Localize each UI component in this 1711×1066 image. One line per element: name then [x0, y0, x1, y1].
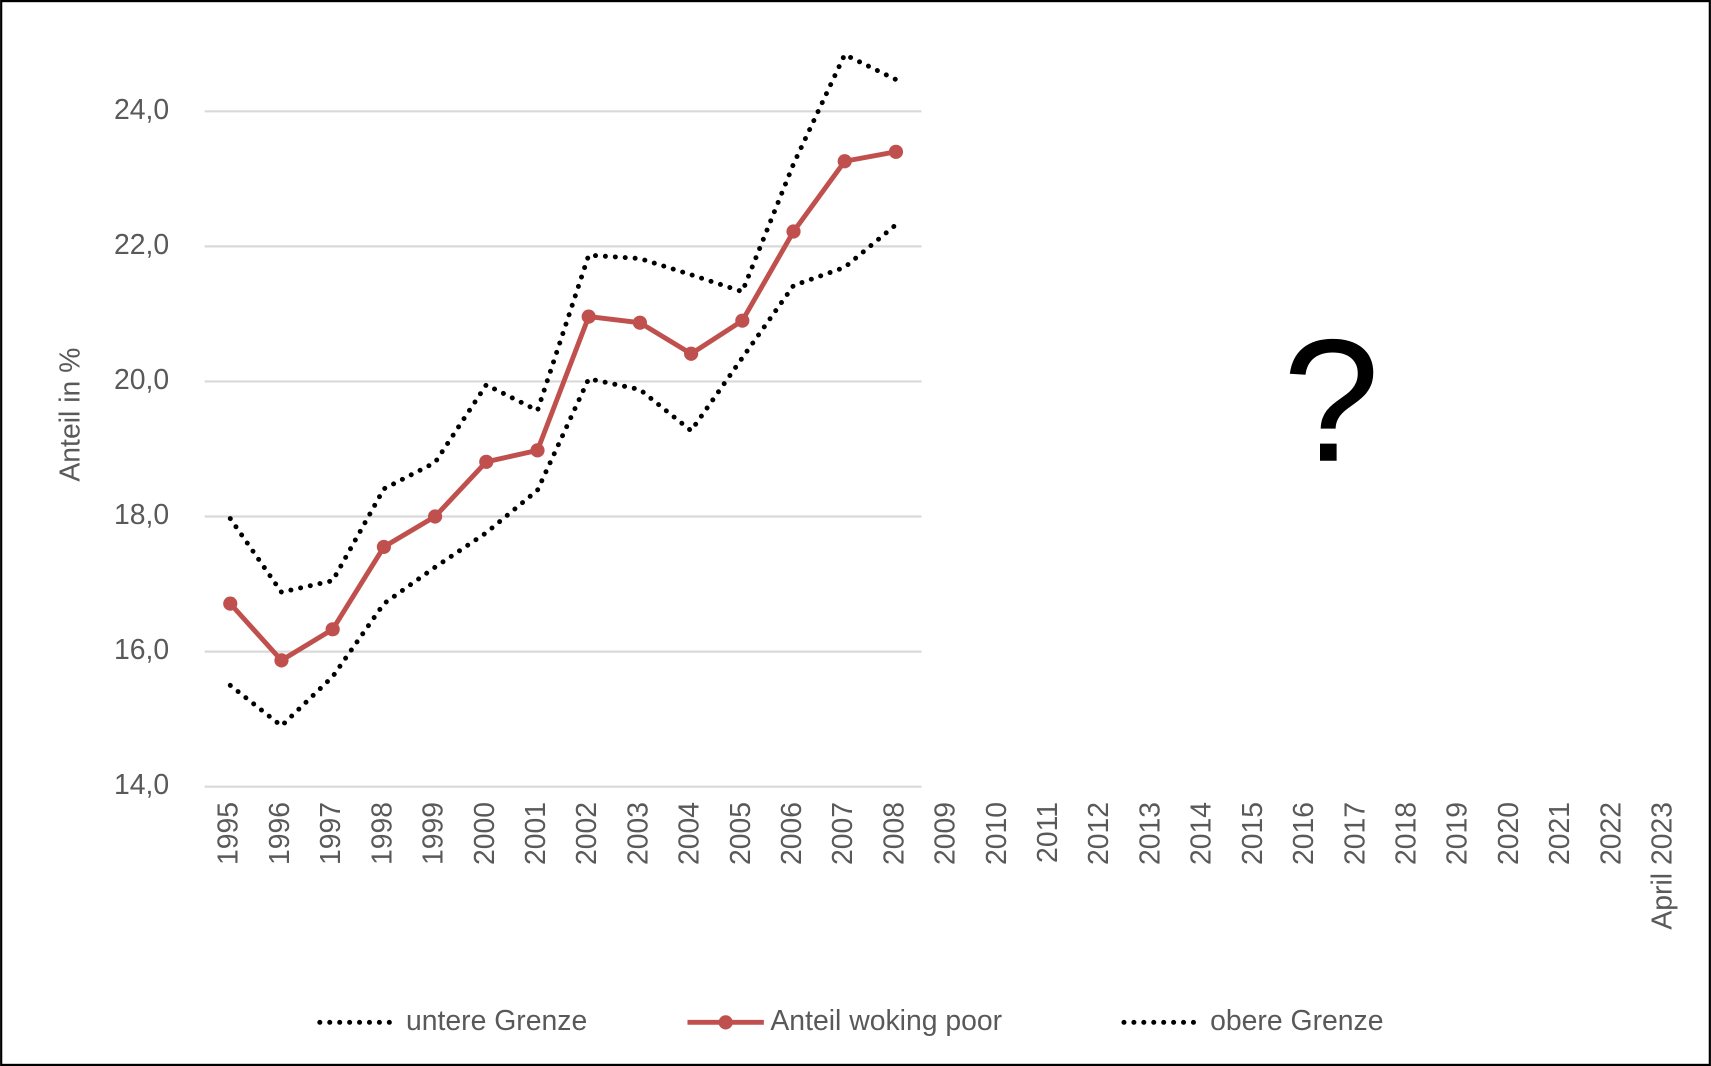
point: [427, 509, 443, 524]
point: [274, 653, 289, 668]
x-tick-label: 2008: [878, 802, 910, 865]
y-tick-label: 18,0: [114, 499, 169, 531]
x-tick-label: 2015: [1237, 802, 1269, 865]
point: [786, 224, 801, 239]
x-tick-label: 1998: [366, 802, 398, 865]
point: [632, 315, 647, 330]
point: [581, 309, 596, 324]
y-tick-label: 22,0: [114, 229, 169, 261]
x-tick-label: 2019: [1442, 802, 1474, 865]
x-tick-label: 2002: [571, 802, 603, 865]
point: [376, 539, 391, 555]
annotation: ?: [1283, 303, 1380, 498]
point: [837, 154, 852, 169]
point: [530, 443, 545, 458]
x-tick-label: 2017: [1339, 802, 1371, 865]
y-tick-label: 20,0: [114, 364, 169, 396]
legend-label: untere Grenze: [406, 1005, 587, 1037]
x-tick-label: April 2023: [1646, 802, 1678, 930]
series-line: [228, 149, 897, 663]
x-tick-label: 1999: [418, 802, 450, 865]
x-tick-label: 2018: [1390, 802, 1422, 865]
point: [325, 622, 340, 637]
x-tick-label: 2012: [1083, 802, 1115, 865]
x-tick-label: 2020: [1493, 802, 1525, 865]
x-tick-label: 1997: [315, 802, 347, 865]
x-tick-label: 2021: [1544, 802, 1576, 865]
x-tick-label: 2013: [1134, 802, 1166, 865]
y-axis-label: Anteil in %: [55, 348, 87, 482]
x-tick-label: 2003: [622, 802, 654, 865]
y-tick-label: 16,0: [114, 634, 169, 666]
y-tick-label: 14,0: [114, 769, 169, 801]
x-tick-label: 2014: [1186, 802, 1218, 865]
point: [479, 454, 494, 469]
series-line: [227, 51, 899, 595]
x-tick-label: 2001: [520, 802, 552, 865]
x-tick-label: 1996: [264, 802, 296, 865]
y-tick-label: 24,0: [114, 94, 169, 126]
point: [684, 346, 699, 361]
point: [888, 144, 904, 159]
x-tick-label: 2010: [981, 802, 1013, 865]
legend-label: Anteil woking poor: [770, 1005, 1002, 1037]
legend-label: obere Grenze: [1210, 1005, 1383, 1037]
point: [223, 596, 238, 611]
x-tick-label: 1995: [213, 802, 245, 865]
x-tick-label: 2011: [1032, 802, 1064, 863]
x-tick-label: 2005: [725, 802, 757, 865]
x-tick-label: 2009: [930, 802, 962, 865]
legend-marker: [718, 1015, 733, 1030]
x-tick-label: 2007: [827, 802, 859, 865]
x-tick-label: 2004: [674, 802, 706, 865]
x-tick-label: 2000: [469, 802, 501, 865]
point: [735, 313, 750, 328]
series-line: [227, 222, 899, 730]
x-tick-label: 2022: [1595, 802, 1627, 865]
x-tick-label: 2016: [1288, 802, 1320, 865]
x-tick-label: 2006: [776, 802, 808, 865]
